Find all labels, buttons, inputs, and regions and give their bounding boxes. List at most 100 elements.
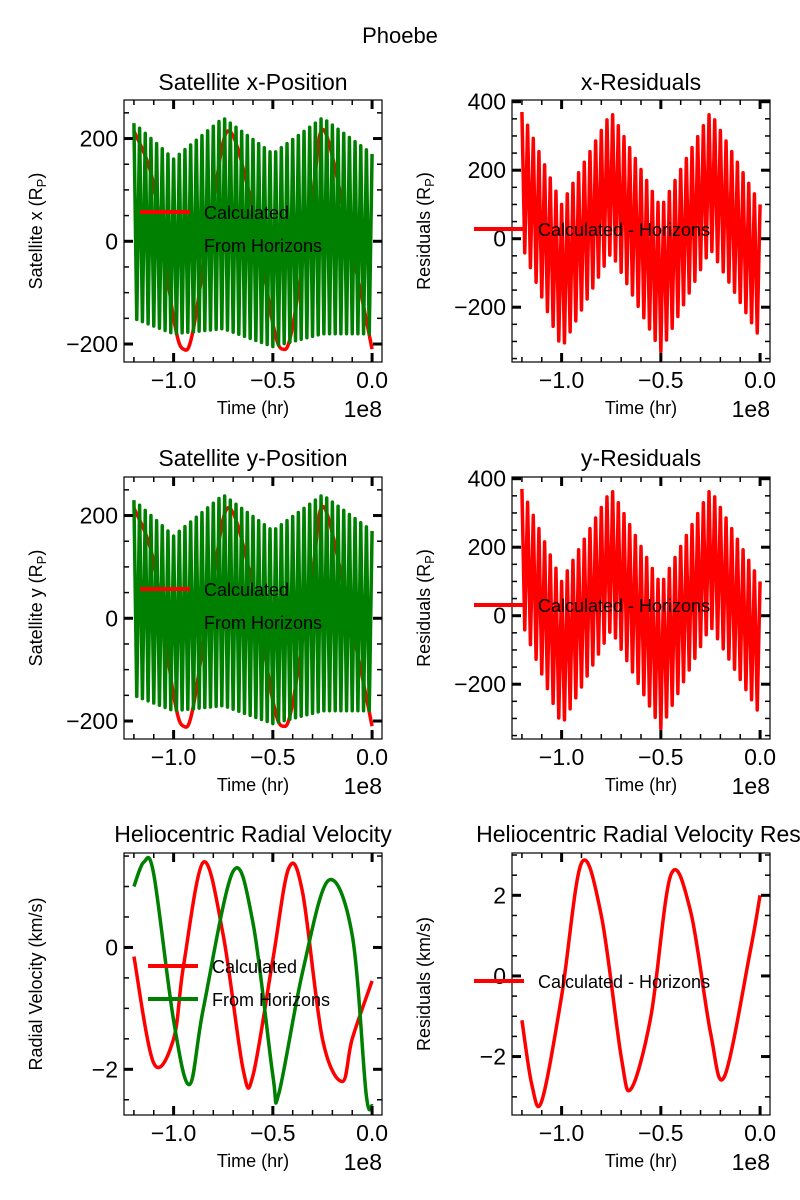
- y-axis-label-main: Satellite x (R: [26, 187, 46, 289]
- y-axis-label-end: ): [26, 550, 46, 556]
- y-tick-label: 200: [80, 126, 118, 152]
- y-axis-label-subscript: P: [422, 555, 437, 564]
- series-line-1: [520, 488, 762, 731]
- chart-x-position: −1.0 −0.5 0.0 −200 0 200 Satellite x-Position T…: [26, 69, 388, 422]
- series-line-1: [520, 111, 762, 354]
- y-tick-label: −200: [66, 331, 118, 357]
- x-offset-label: 1e8: [732, 1149, 770, 1175]
- y-axis-label: Residuals (RP): [414, 172, 437, 290]
- y-axis-label-end: ): [414, 549, 434, 555]
- legend-label: Calculated: [204, 203, 289, 223]
- x-tick-label: −1.0: [151, 367, 196, 393]
- plot-area: [132, 117, 374, 352]
- x-offset-label: 1e8: [344, 1149, 382, 1175]
- y-tick-label: 0: [493, 963, 506, 989]
- y-tick-label: 400: [468, 466, 506, 492]
- legend: Calculated - Horizons: [474, 220, 710, 240]
- plot-area: [132, 855, 374, 1112]
- chart-title: Satellite y-Position: [158, 445, 347, 471]
- y-axis-label-main: Residuals (km/s): [414, 917, 434, 1051]
- plot-area: [520, 111, 762, 354]
- y-tick-label: 200: [468, 534, 506, 560]
- x-tick-label: −1.0: [539, 1120, 584, 1146]
- y-tick-label: 0: [493, 603, 506, 629]
- x-tick-label: 0.0: [744, 744, 776, 770]
- y-tick-label: 200: [468, 157, 506, 183]
- x-tick-label: 0.0: [356, 744, 388, 770]
- y-axis-label: Residuals (km/s): [414, 917, 434, 1051]
- x-tick-label: −0.5: [638, 367, 683, 393]
- y-axis-label: Satellite x (RP): [26, 173, 49, 290]
- x-axis-label: Time (hr): [217, 1151, 289, 1171]
- chart-y-residuals: −1.0 −0.5 0.0 −200 0 200 400 y-Residuals Time (h…: [414, 445, 776, 799]
- legend-label: Calculated - Horizons: [538, 596, 710, 616]
- x-offset-label: 1e8: [732, 396, 770, 422]
- x-axis-label: Time (hr): [217, 398, 289, 418]
- x-tick-label: −0.5: [250, 744, 295, 770]
- y-tick-label: −200: [66, 708, 118, 734]
- chart-radial-velocity: −1.0 −0.5 0.0 −2 0 Heliocentric Radial Veloci…: [26, 821, 392, 1175]
- y-axis-label-end: ): [26, 173, 46, 179]
- y-tick-label: −2: [92, 1056, 118, 1082]
- y-tick-label: 200: [80, 503, 118, 529]
- x-tick-label: −1.0: [539, 367, 584, 393]
- x-tick-label: −1.0: [151, 1120, 196, 1146]
- chart-title: Heliocentric Radial Velocity Resi: [476, 821, 800, 847]
- y-axis-label-main: Residuals (R: [414, 187, 434, 290]
- x-tick-label: −1.0: [539, 744, 584, 770]
- y-axis-label-main: Residuals (R: [414, 564, 434, 667]
- chart-x-residuals: −1.0 −0.5 0.0 −200 0 200 400 x-Residuals Time (h…: [414, 69, 776, 422]
- legend: Calculated - Horizons: [474, 596, 710, 616]
- x-offset-label: 1e8: [732, 773, 770, 799]
- y-axis-label-main: Radial Velocity (km/s): [26, 897, 46, 1070]
- chart-title: Satellite x-Position: [158, 69, 347, 95]
- chart-title: Heliocentric Radial Velocity: [114, 821, 392, 847]
- legend: Calculated From Horizons: [140, 203, 322, 256]
- y-tick-label: 2: [493, 882, 506, 908]
- x-tick-label: 0.0: [356, 1120, 388, 1146]
- y-tick-label: −200: [454, 294, 506, 320]
- plot-area: [520, 488, 762, 731]
- x-tick-label: 0.0: [744, 1120, 776, 1146]
- x-offset-label: 1e8: [344, 773, 382, 799]
- x-axis-label: Time (hr): [605, 398, 677, 418]
- x-tick-label: 0.0: [744, 367, 776, 393]
- y-tick-label: 0: [105, 934, 118, 960]
- legend-label: Calculated - Horizons: [538, 972, 710, 992]
- y-tick-label: 400: [468, 89, 506, 115]
- y-tick-label: −2: [480, 1044, 506, 1070]
- series-line-1: [132, 860, 374, 1090]
- x-tick-label: −1.0: [151, 744, 196, 770]
- x-axis-label: Time (hr): [605, 1151, 677, 1171]
- legend-label: From Horizons: [204, 613, 322, 633]
- legend-label: From Horizons: [204, 236, 322, 256]
- legend-label: Calculated: [204, 580, 289, 600]
- series-line-2: [132, 117, 374, 349]
- legend: Calculated - Horizons: [474, 972, 710, 992]
- series-line-1: [520, 858, 762, 1109]
- legend-label: Calculated: [212, 957, 297, 977]
- x-tick-label: 0.0: [356, 367, 388, 393]
- y-axis-label-main: Satellite y (R: [26, 564, 46, 666]
- legend-label: From Horizons: [212, 990, 330, 1010]
- legend: Calculated From Horizons: [148, 957, 330, 1010]
- plot-area: [520, 858, 762, 1109]
- y-axis-label: Satellite y (RP): [26, 550, 49, 667]
- x-offset-label: 1e8: [344, 396, 382, 422]
- x-tick-label: −0.5: [638, 744, 683, 770]
- series-line-2: [132, 494, 374, 726]
- plot-area: [132, 494, 374, 729]
- legend: Calculated From Horizons: [140, 580, 322, 633]
- y-axis-label-subscript: P: [34, 556, 49, 565]
- y-axis-label: Residuals (RP): [414, 549, 437, 667]
- chart-y-position: −1.0 −0.5 0.0 −200 0 200 Satellite y-Position T…: [26, 445, 388, 799]
- y-tick-label: 0: [105, 228, 118, 254]
- chart-title: y-Residuals: [581, 445, 701, 471]
- y-axis-label: Radial Velocity (km/s): [26, 897, 46, 1070]
- x-tick-label: −0.5: [250, 367, 295, 393]
- legend-label: Calculated - Horizons: [538, 220, 710, 240]
- y-axis-label-subscript: P: [422, 178, 437, 187]
- y-tick-label: 0: [105, 605, 118, 631]
- y-axis-label-end: ): [414, 172, 434, 178]
